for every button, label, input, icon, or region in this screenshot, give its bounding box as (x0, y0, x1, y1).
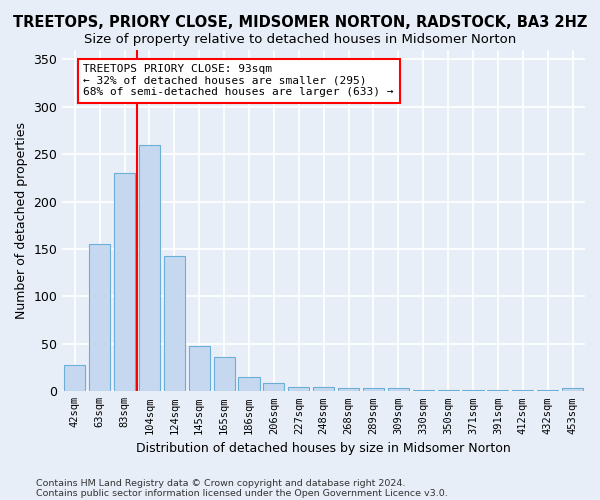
Bar (238, 377, 260, 392)
Text: Contains HM Land Registry data © Crown copyright and database right 2024.: Contains HM Land Registry data © Crown c… (36, 478, 406, 488)
Bar (288, 386, 310, 392)
Bar (363, 388, 384, 392)
Bar (437, 390, 458, 392)
Bar (164, 256, 185, 392)
Bar (64, 365, 85, 392)
Bar (487, 390, 508, 392)
Bar (388, 388, 409, 392)
Text: Contains public sector information licensed under the Open Government Licence v3: Contains public sector information licen… (36, 488, 448, 498)
Bar (139, 145, 160, 392)
Bar (463, 390, 484, 392)
Bar (188, 346, 210, 392)
Text: TREETOPS, PRIORY CLOSE, MIDSOMER NORTON, RADSTOCK, BA3 2HZ: TREETOPS, PRIORY CLOSE, MIDSOMER NORTON,… (13, 15, 587, 30)
Bar (114, 173, 135, 392)
X-axis label: Distribution of detached houses by size in Midsomer Norton: Distribution of detached houses by size … (136, 442, 511, 455)
Text: Size of property relative to detached houses in Midsomer Norton: Size of property relative to detached ho… (84, 32, 516, 46)
Bar (512, 390, 533, 392)
Bar (263, 383, 284, 392)
Bar (313, 386, 334, 392)
Bar (338, 388, 359, 392)
Bar (537, 390, 558, 392)
Y-axis label: Number of detached properties: Number of detached properties (15, 122, 28, 319)
Bar (89, 244, 110, 392)
Bar (562, 388, 583, 392)
Bar (214, 357, 235, 392)
Text: TREETOPS PRIORY CLOSE: 93sqm
← 32% of detached houses are smaller (295)
68% of s: TREETOPS PRIORY CLOSE: 93sqm ← 32% of de… (83, 64, 394, 98)
Bar (413, 390, 434, 392)
